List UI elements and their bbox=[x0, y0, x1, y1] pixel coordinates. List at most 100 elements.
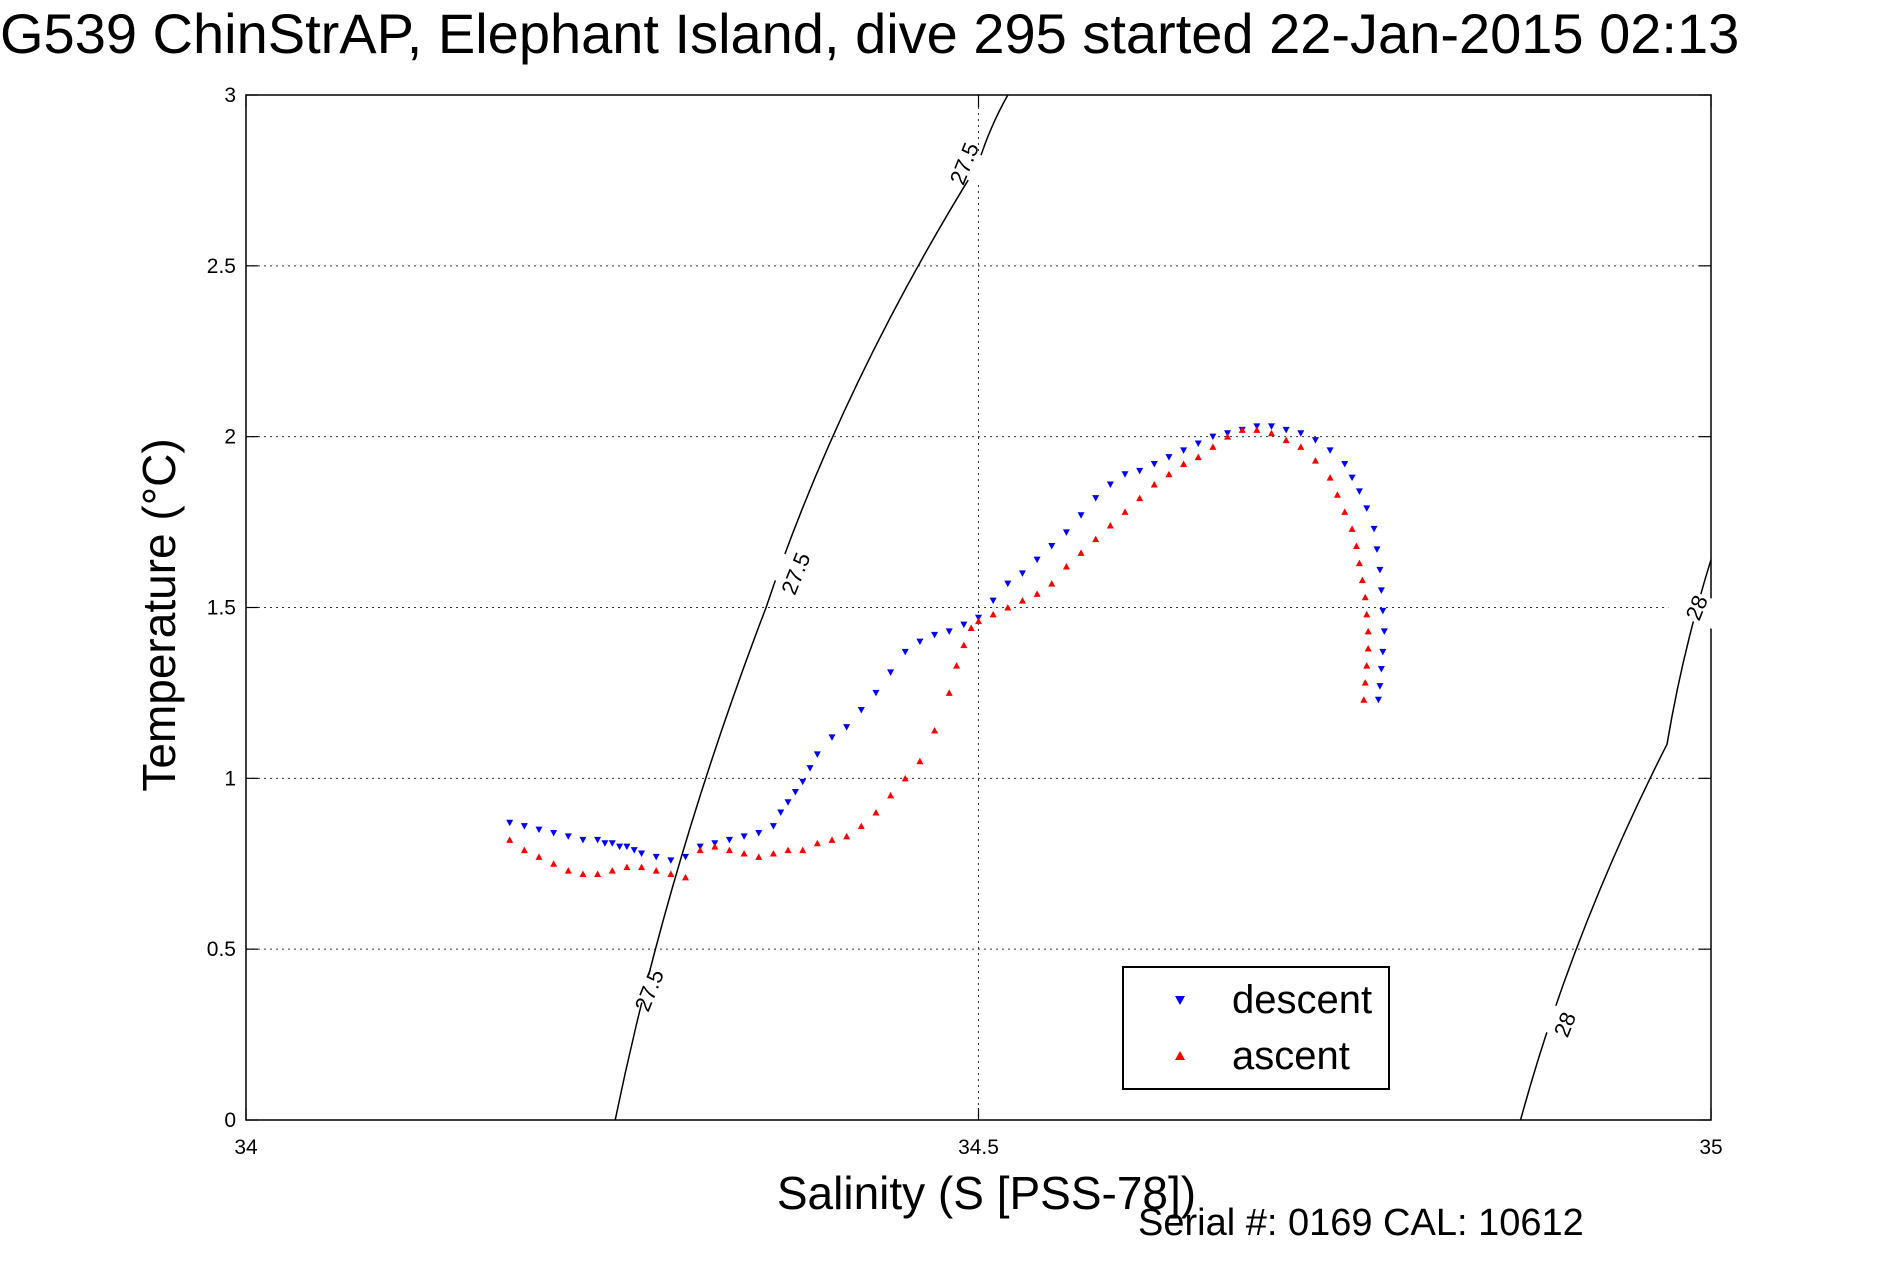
descent-point bbox=[1048, 543, 1056, 550]
y-tick-label: 0 bbox=[224, 1109, 236, 1132]
ascent-point bbox=[1165, 470, 1173, 478]
isopycnal-label-bg bbox=[619, 967, 679, 1013]
descent-point bbox=[740, 833, 748, 840]
descent-point bbox=[608, 840, 616, 847]
ascent-point bbox=[901, 774, 909, 782]
ascent-point bbox=[1352, 542, 1360, 549]
ascent-point bbox=[1364, 645, 1372, 652]
ascent-point bbox=[1358, 576, 1366, 584]
ascent-point bbox=[1209, 443, 1217, 450]
descent-marker-icon bbox=[1175, 996, 1185, 1005]
ascent-point bbox=[1311, 457, 1319, 464]
descent-point bbox=[1136, 467, 1144, 475]
ascent-point bbox=[1018, 597, 1026, 604]
ascent-point bbox=[594, 870, 602, 877]
ascent-point bbox=[550, 860, 558, 867]
descent-point bbox=[1194, 440, 1202, 447]
ascent-point bbox=[1062, 563, 1070, 570]
ascent-marker-icon bbox=[1175, 1051, 1185, 1060]
ascent-point bbox=[989, 610, 997, 618]
descent-point bbox=[1062, 529, 1070, 536]
descent-point bbox=[1106, 481, 1114, 488]
serial-footer: Serial #: 0169 CAL: 10612 bbox=[1138, 1202, 1584, 1244]
y-tick-label: 3 bbox=[224, 84, 236, 107]
ascent-point bbox=[1360, 696, 1368, 703]
descent-point bbox=[1018, 570, 1026, 577]
ascent-point bbox=[755, 853, 763, 860]
descent-point bbox=[828, 734, 836, 741]
descent-point bbox=[931, 631, 939, 639]
descent-point bbox=[1373, 546, 1381, 553]
descent-point bbox=[638, 850, 646, 857]
descent-point bbox=[945, 628, 953, 635]
descent-point bbox=[1121, 471, 1129, 478]
legend-label-descent: descent bbox=[1232, 978, 1373, 1022]
ascent-point bbox=[1077, 549, 1085, 556]
descent-point bbox=[1348, 474, 1356, 482]
x-tick-label: 35 bbox=[1699, 1136, 1722, 1159]
descent-point bbox=[623, 843, 631, 851]
ascent-point bbox=[682, 873, 689, 881]
descent-point bbox=[1326, 447, 1334, 454]
descent-point bbox=[989, 597, 997, 605]
ascent-point bbox=[1033, 590, 1041, 597]
ascent-point bbox=[1363, 662, 1371, 669]
x-axis-label: Salinity (S [PSS-78]) bbox=[776, 1167, 1197, 1219]
descent-point bbox=[506, 819, 514, 827]
isopycnal-label-bg bbox=[934, 140, 994, 187]
ascent-point bbox=[953, 662, 961, 669]
descent-point bbox=[872, 689, 880, 697]
descent-point bbox=[857, 707, 865, 714]
ascent-point bbox=[1355, 559, 1363, 567]
ascent-point bbox=[1092, 535, 1100, 543]
descent-point bbox=[784, 799, 792, 806]
descent-point bbox=[887, 669, 895, 676]
descent-point bbox=[1370, 525, 1378, 533]
ascent-point bbox=[887, 791, 895, 799]
ascent-point bbox=[1348, 525, 1356, 532]
ascent-point bbox=[1361, 593, 1369, 601]
descent-point bbox=[1376, 683, 1384, 690]
descent-point bbox=[960, 621, 968, 629]
descent-point bbox=[1363, 505, 1371, 512]
descent-point bbox=[520, 823, 528, 830]
descent-point bbox=[682, 853, 689, 861]
descent-point bbox=[1379, 648, 1387, 656]
descent-point bbox=[630, 847, 638, 854]
ascent-point bbox=[667, 870, 675, 877]
ascent-point bbox=[608, 867, 616, 874]
descent-point bbox=[725, 836, 733, 844]
legend-item-descent: descent bbox=[1124, 976, 1388, 1026]
ascent-point bbox=[652, 867, 660, 874]
descent-point bbox=[1377, 587, 1385, 594]
descent-point bbox=[1209, 433, 1217, 441]
ascent-point bbox=[696, 846, 704, 854]
descent-point bbox=[1380, 628, 1388, 635]
ascent-point bbox=[828, 836, 836, 843]
ascent-point bbox=[769, 850, 777, 857]
descent-point bbox=[777, 809, 785, 816]
y-tick-label: 0.5 bbox=[207, 938, 236, 961]
ascent-point bbox=[1194, 453, 1202, 461]
ascent-point bbox=[1238, 426, 1246, 433]
descent-point bbox=[769, 823, 777, 830]
y-tick-label: 2 bbox=[224, 426, 236, 449]
descent-point bbox=[806, 765, 814, 772]
descent-point bbox=[799, 778, 807, 786]
descent-point bbox=[1282, 426, 1290, 434]
descent-point bbox=[579, 836, 587, 844]
descent-point bbox=[813, 751, 821, 758]
y-tick-label: 2.5 bbox=[207, 255, 236, 278]
ascent-point bbox=[579, 870, 587, 877]
descent-point bbox=[1033, 556, 1041, 564]
ascent-point bbox=[1180, 460, 1188, 467]
ascent-point bbox=[872, 809, 880, 816]
ascent-point bbox=[1364, 627, 1372, 635]
ascent-point bbox=[1297, 443, 1305, 450]
descent-point bbox=[535, 826, 543, 834]
ascent-point bbox=[1121, 508, 1129, 515]
ascent-point bbox=[1341, 508, 1349, 515]
descent-point bbox=[1376, 566, 1384, 574]
